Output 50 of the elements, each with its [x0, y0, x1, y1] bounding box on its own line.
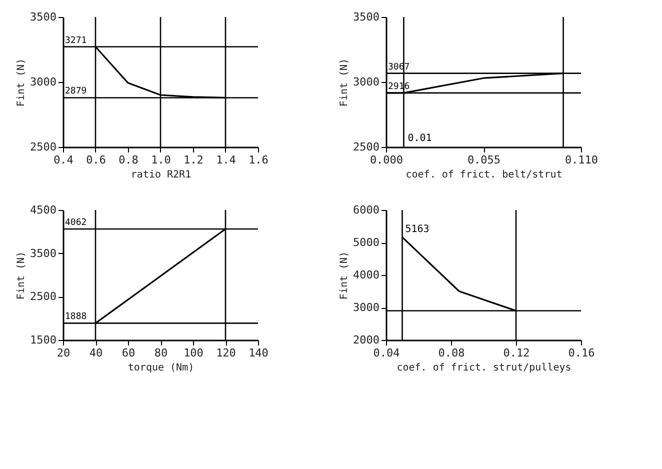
x-tick-label: 60 — [122, 346, 136, 360]
x-tick-label: 1.4 — [216, 154, 236, 166]
x-tick-label: 0.16 — [568, 346, 595, 360]
y-axis-title: Fint (N) — [339, 251, 350, 300]
y-axis-title: Fint (N) — [339, 58, 350, 107]
y-tick-label: 3000 — [353, 301, 380, 314]
x-tick-label: 0.6 — [86, 154, 106, 166]
ref-line-label: 2879 — [65, 86, 87, 97]
ref-line-label: 0.01 — [408, 133, 432, 144]
x-tick-label: 1.0 — [151, 154, 171, 166]
x-tick-label: 0.04 — [373, 346, 400, 360]
y-tick-label: 3500 — [30, 10, 56, 24]
x-tick-label: 140 — [248, 346, 268, 360]
x-axis-title: ratio R2R1 — [130, 170, 192, 180]
x-axis-title: coef. of frict. belt/strut — [406, 170, 562, 180]
x-tick-label: 0.055 — [467, 154, 501, 166]
y-tick-label: 5000 — [353, 236, 380, 249]
x-tick-label: 0.08 — [438, 346, 465, 360]
y-tick-label: 2500 — [353, 140, 380, 154]
y-tick-label: 3000 — [353, 76, 380, 88]
x-tick-label: 1.2 — [184, 154, 204, 166]
y-tick-label: 3500 — [30, 246, 56, 260]
y-tick-label: 2000 — [353, 334, 380, 346]
y-tick-label: 1500 — [30, 334, 56, 346]
y-tick-label: 2500 — [30, 140, 56, 154]
ref-line-label: 1888 — [65, 312, 87, 322]
annotation: 5163 — [405, 224, 430, 236]
x-tick-label: 40 — [89, 346, 103, 360]
y-axis-title: Fint (N) — [16, 251, 28, 300]
x-tick-label: 20 — [56, 346, 70, 360]
x-tick-label: 0.4 — [54, 154, 74, 166]
x-tick-label: 0.000 — [370, 154, 404, 166]
x-axis-title: torque (Nm) — [128, 362, 194, 374]
y-tick-label: 2500 — [30, 290, 56, 304]
y-tick-label: 3500 — [353, 10, 380, 24]
y-tick-label: 6000 — [353, 204, 380, 216]
x-tick-label: 0.12 — [503, 346, 530, 360]
y-axis-title: Fint (N) — [16, 58, 28, 107]
x-tick-label: 0.110 — [564, 154, 598, 166]
ref-line-label: 3271 — [65, 36, 87, 46]
y-tick-label: 4500 — [30, 204, 56, 216]
x-tick-label: 100 — [184, 346, 204, 360]
x-tick-label: 1.6 — [248, 154, 268, 166]
x-tick-label: 0.8 — [118, 154, 138, 166]
x-tick-label: 80 — [154, 346, 168, 360]
y-tick-label: 3000 — [30, 76, 56, 88]
x-axis-title: coef. of frict. strut/pulleys — [396, 362, 572, 374]
y-tick-label: 4000 — [353, 268, 380, 282]
x-tick-label: 120 — [216, 346, 236, 360]
ref-line-label: 4062 — [65, 218, 87, 228]
